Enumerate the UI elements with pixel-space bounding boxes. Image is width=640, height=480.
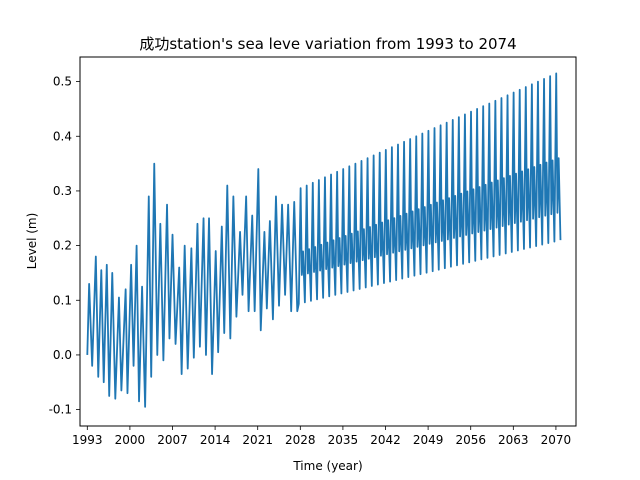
x-tick-label: 2042 [370,433,401,447]
y-tick-label: -0.1 [49,403,72,417]
x-tick-label: 2070 [541,433,572,447]
x-tick-label: 2021 [242,433,273,447]
x-tick-label: 1993 [72,433,103,447]
plot-area-frame [79,56,577,427]
y-tick-label: 0.1 [53,293,72,307]
y-tick-label: 0.2 [53,239,72,253]
x-axis-ticks: 1993 2000 2007 2014 2021 2028 2035 2042 2049 2056… [72,426,571,447]
y-axis-ticks: -0.1 0.0 0.1 0.2 0.3 0.4 0.5 [49,75,80,417]
x-tick-label: 2049 [413,433,444,447]
x-axis-label: Time (year) [292,459,362,473]
x-tick-label: 2007 [157,433,188,447]
y-axis-label: Level (m) [25,213,39,270]
y-tick-label: 0.5 [53,75,72,89]
x-tick-label: 2000 [115,433,146,447]
sea-level-series-line [86,72,562,408]
y-tick-label: 0.4 [53,129,72,143]
x-tick-label: 2014 [200,433,231,447]
y-tick-label: 0.3 [53,184,72,198]
x-tick-label: 2063 [498,433,529,447]
series-layer [86,72,562,408]
y-tick-label: 0.0 [53,348,72,362]
chart-title: 成功station's sea leve variation from 1993… [139,35,516,53]
x-tick-label: 2028 [285,433,316,447]
x-tick-label: 2056 [455,433,486,447]
x-tick-label: 2035 [328,433,359,447]
